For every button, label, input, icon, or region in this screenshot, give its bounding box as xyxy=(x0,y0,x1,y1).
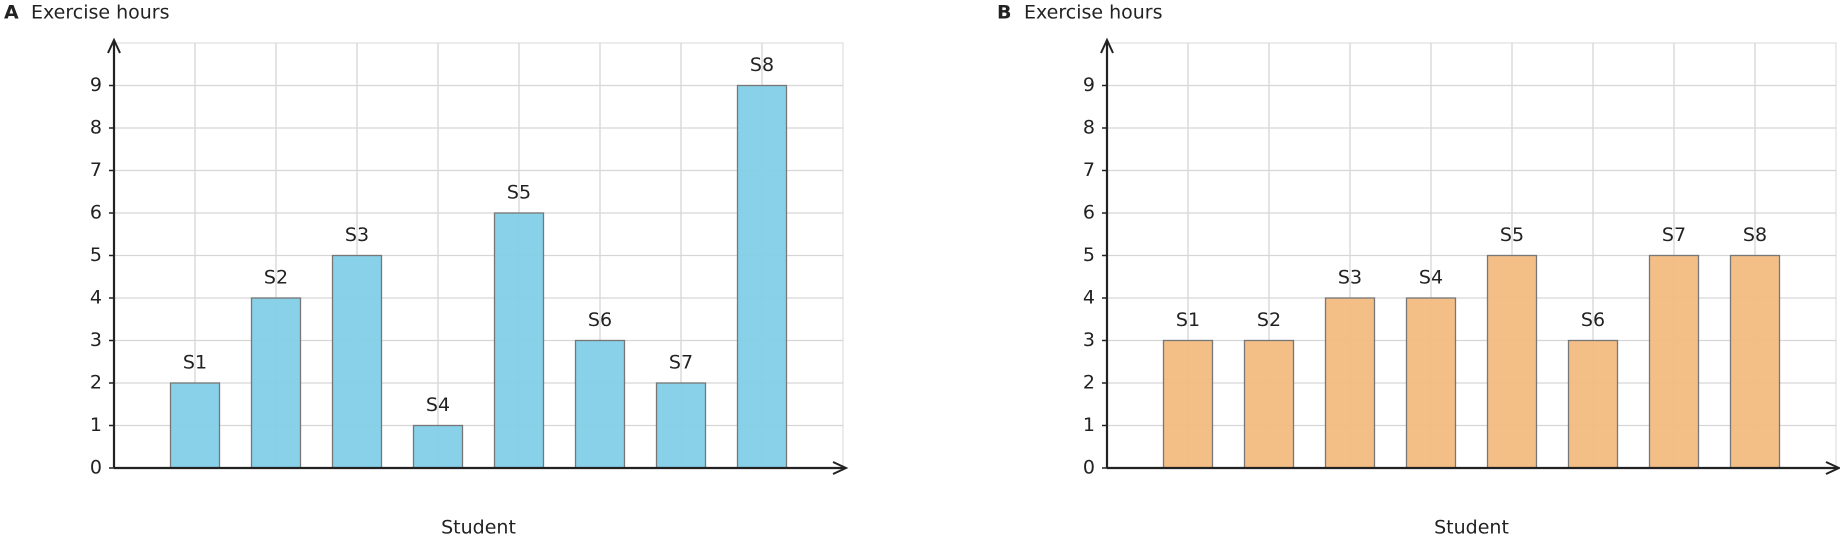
bar xyxy=(1324,297,1376,469)
y-tick-label: 6 xyxy=(1083,202,1095,224)
y-tick-label: 9 xyxy=(1083,74,1095,96)
y-tick-label: 4 xyxy=(1083,287,1095,309)
chart-title: Exercise hours xyxy=(1024,2,1163,24)
bar xyxy=(1405,297,1457,469)
bar xyxy=(1243,339,1295,469)
bar-category-label: S6 xyxy=(588,309,612,331)
bar-category-label: S5 xyxy=(1500,224,1524,246)
panel: B Exercise hours 0 1 2 3 4 5 6 7 8 9 S1 S2 S3 S4 S5 S6 S7 S… xyxy=(997,2,1840,539)
y-tick-label: 3 xyxy=(1083,329,1095,351)
bar xyxy=(1486,254,1538,469)
bar-category-label: S7 xyxy=(669,352,693,374)
panel: A Exercise hours 0 1 2 3 4 5 6 7 8 9 S1 S2 S3 S4 S5 S6 S7 S… xyxy=(4,2,849,539)
y-tick-label: 3 xyxy=(90,329,102,351)
bar-category-label: S3 xyxy=(345,224,369,246)
bar-category-label: S2 xyxy=(264,267,288,289)
x-axis-label: Student xyxy=(441,517,516,539)
y-axis-arrow xyxy=(1100,37,1114,54)
bar xyxy=(250,297,302,469)
y-tick-label: 5 xyxy=(1083,244,1095,266)
y-tick-label: 0 xyxy=(90,457,102,479)
x-axis-label: Student xyxy=(1434,517,1509,539)
bar xyxy=(736,84,788,469)
bar-category-label: S4 xyxy=(1419,267,1443,289)
y-tick-label: 9 xyxy=(90,74,102,96)
y-tick-label: 7 xyxy=(1083,159,1095,181)
y-axis-arrow xyxy=(107,37,121,54)
bar xyxy=(655,382,707,469)
x-axis-arrow xyxy=(1825,461,1840,475)
y-tick-label: 2 xyxy=(90,372,102,394)
y-tick-label: 8 xyxy=(90,117,102,139)
y-tick-label: 8 xyxy=(1083,117,1095,139)
panel-label: B xyxy=(997,2,1011,24)
bar-category-label: S3 xyxy=(1338,267,1362,289)
y-tick-label: 4 xyxy=(90,287,102,309)
bar-category-label: S7 xyxy=(1662,224,1686,246)
bar xyxy=(1162,339,1214,469)
y-tick-label: 5 xyxy=(90,244,102,266)
bar-category-label: S5 xyxy=(507,182,531,204)
bar-category-label: S8 xyxy=(1743,224,1767,246)
x-axis-arrow xyxy=(832,461,849,475)
bar xyxy=(412,424,464,469)
bar-category-label: S2 xyxy=(1257,309,1281,331)
bar xyxy=(169,382,221,469)
y-tick-label: 2 xyxy=(1083,372,1095,394)
bar xyxy=(1648,254,1700,469)
y-tick-label: 1 xyxy=(90,414,102,436)
chart-title: Exercise hours xyxy=(31,2,170,24)
bar-category-label: S8 xyxy=(750,54,774,76)
bar-category-label: S6 xyxy=(1581,309,1605,331)
y-tick-label: 7 xyxy=(90,159,102,181)
bar xyxy=(331,254,383,469)
y-tick-label: 0 xyxy=(1083,457,1095,479)
bar xyxy=(1567,339,1619,469)
bar xyxy=(493,212,545,469)
panel-label: A xyxy=(4,2,19,24)
bar-category-label: S1 xyxy=(1176,309,1200,331)
y-tick-label: 6 xyxy=(90,202,102,224)
y-tick-label: 1 xyxy=(1083,414,1095,436)
bar-category-label: S1 xyxy=(183,352,207,374)
bar-category-label: S4 xyxy=(426,394,450,416)
bar xyxy=(1729,254,1781,469)
bar xyxy=(574,339,626,469)
